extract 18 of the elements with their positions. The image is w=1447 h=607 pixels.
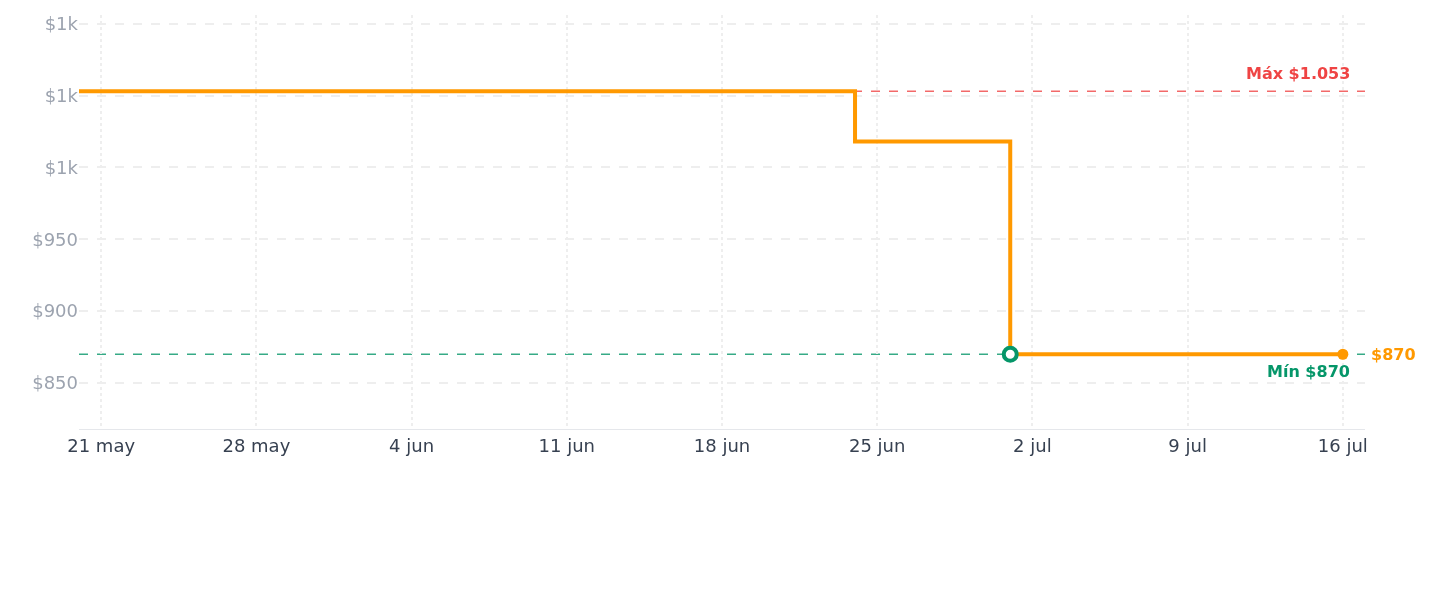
y-tick-label: $950 <box>32 228 78 250</box>
x-tick-label: 18 jun <box>693 434 751 456</box>
annotation: $870 <box>1371 345 1416 364</box>
x-tick-label: 21 may <box>67 434 136 456</box>
ref-line-label: Máx $1.053 <box>1246 64 1351 83</box>
y-tick-label: $900 <box>32 300 78 322</box>
y-tick-label: $1k <box>44 156 79 178</box>
x-tick-label: 28 may <box>222 434 291 456</box>
x-tick-label: 4 jun <box>389 434 435 456</box>
x-tick-label: 16 jul <box>1317 434 1368 456</box>
y-tick-label: $1k <box>44 12 79 34</box>
x-tick-label: 9 jul <box>1168 434 1207 456</box>
y-tick-label: $850 <box>32 372 78 394</box>
x-tick-label: 25 jun <box>848 434 906 456</box>
y-tick-label: $1k <box>44 84 79 106</box>
ref-line-label: Mín $870 <box>1267 362 1350 381</box>
x-tick-label: 11 jun <box>538 434 596 456</box>
x-tick-label: 2 jul <box>1013 434 1052 456</box>
